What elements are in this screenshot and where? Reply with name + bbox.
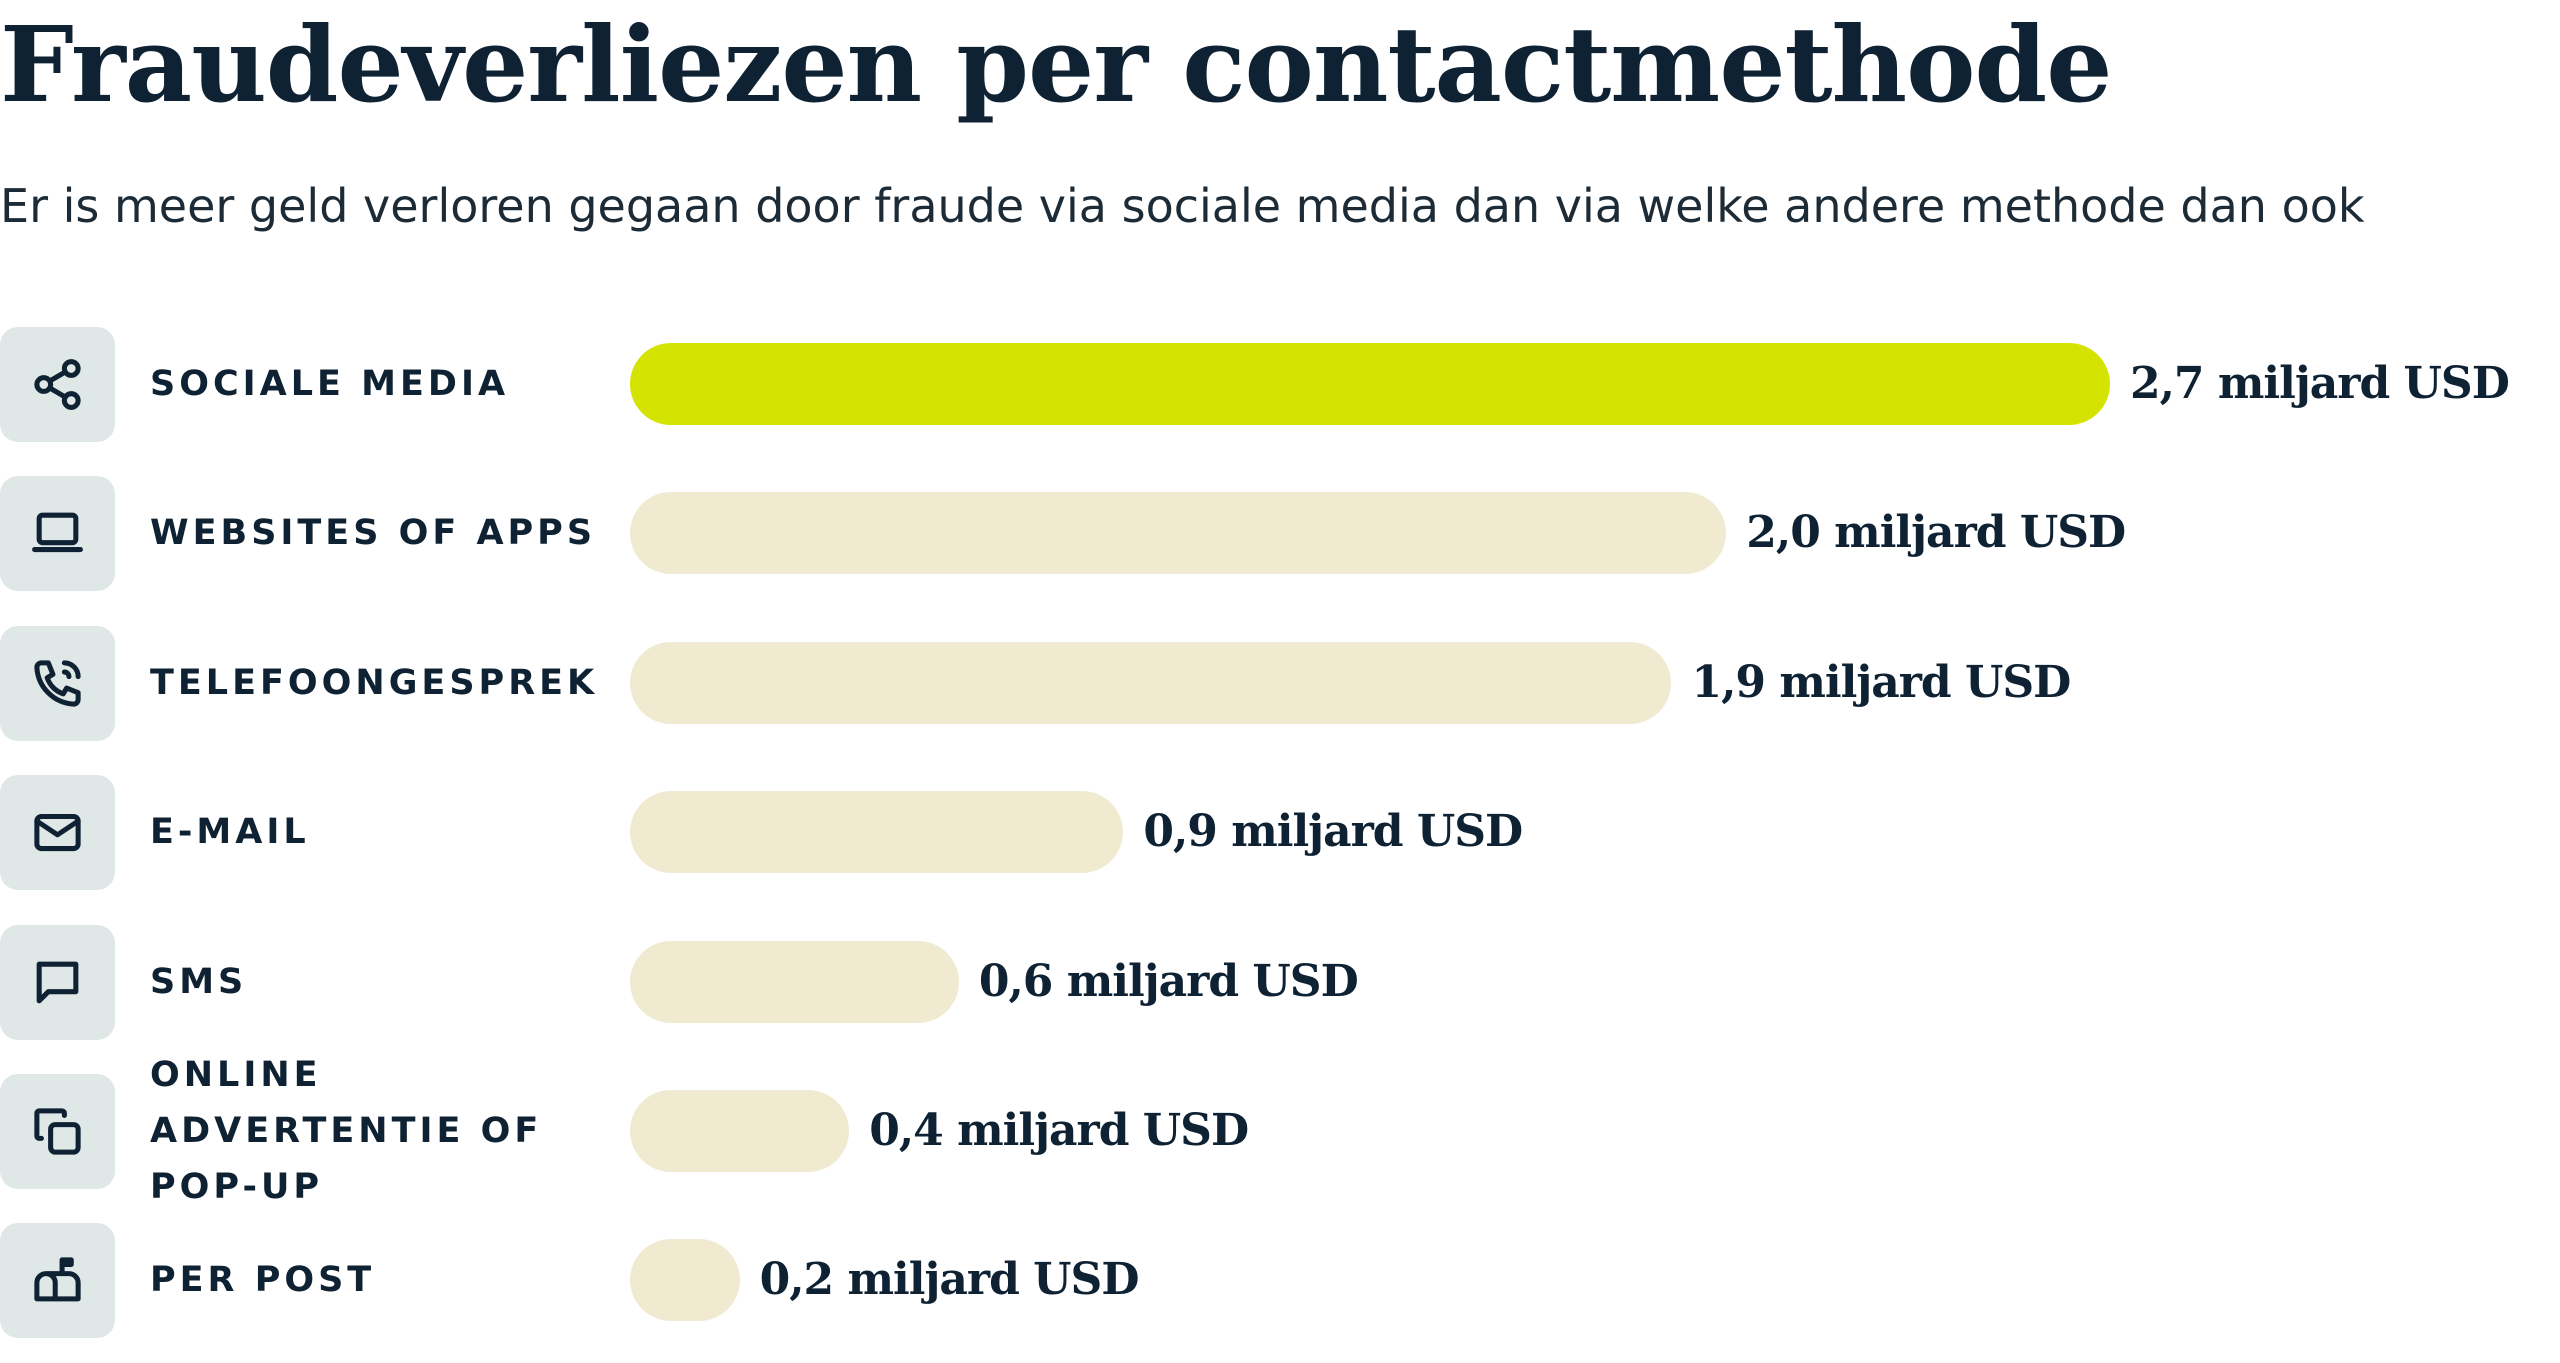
- icon-phone: [0, 626, 115, 741]
- value-label: 0,2 miljard USD: [759, 1254, 1140, 1306]
- category-label: WEBSITES OF APPS: [150, 513, 597, 554]
- bar: [630, 1090, 850, 1172]
- bar: [630, 1239, 740, 1322]
- value-label: 2,7 miljard USD: [2130, 358, 2510, 409]
- bar: [630, 940, 959, 1023]
- icon-popup: [0, 1074, 115, 1189]
- value-label: 0,9 miljard USD: [1143, 806, 1523, 858]
- bar: [630, 641, 1672, 724]
- icon-mailbox: [0, 1223, 115, 1338]
- category-label: ONLINE ADVERTENTIE OF POP-UP: [150, 1055, 543, 1207]
- value-label: 1,9 miljard USD: [1691, 656, 2071, 708]
- category-label: TELEFOONGESPREK: [150, 662, 599, 703]
- icon-laptop: [0, 476, 115, 591]
- value-label: 2,0 miljard USD: [1746, 507, 2126, 559]
- value-label: 0,4 miljard USD: [869, 1105, 1249, 1156]
- category-label: PER POST: [150, 1260, 376, 1301]
- value-label: 0,6 miljard USD: [978, 955, 1359, 1007]
- category-label: SMS: [150, 961, 248, 1002]
- bar: [630, 343, 2110, 425]
- category-label: E-MAIL: [150, 812, 310, 853]
- bar: [630, 791, 1124, 874]
- chart-title: Fraudeverliezen per contactmethode: [0, 3, 2112, 126]
- icon-share: [0, 327, 115, 442]
- category-label: SOCIALE MEDIA: [150, 364, 510, 404]
- chart-subtitle: Er is meer geld verloren gegaan door fra…: [0, 179, 2365, 233]
- icon-mail: [0, 775, 115, 890]
- bar: [630, 492, 1727, 575]
- icon-message: [0, 925, 115, 1040]
